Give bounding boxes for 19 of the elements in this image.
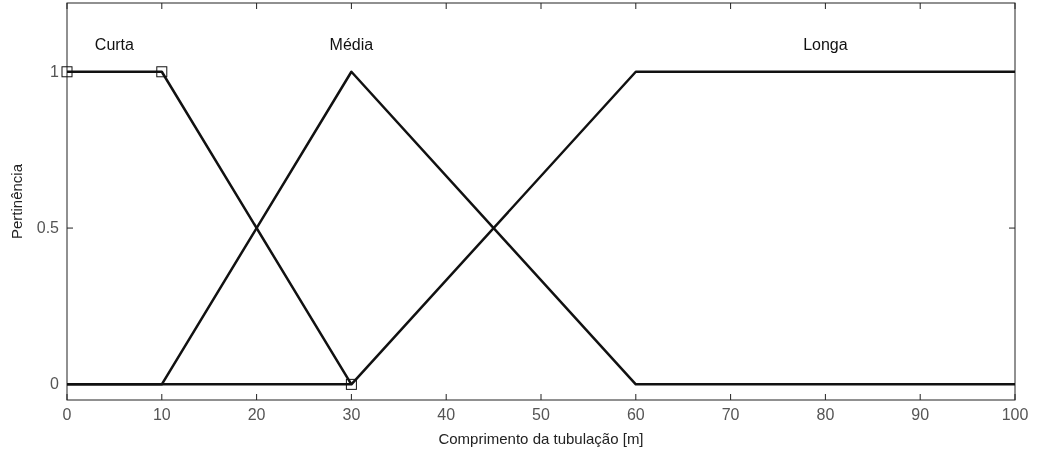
- series-label: Curta: [94, 35, 135, 53]
- x-tick-label: 30: [342, 406, 361, 423]
- y-tick-label: 0.5: [36, 219, 60, 237]
- x-tick-label: 20: [247, 406, 266, 423]
- y-tick-label: 1: [50, 62, 60, 80]
- x-axis-title: Comprimento da tubulação [m]: [438, 430, 644, 447]
- x-tick-label: 40: [437, 406, 456, 423]
- x-tick-label: 100: [1001, 406, 1029, 423]
- x-tick-label: 50: [532, 406, 550, 423]
- x-tick-label: 80: [816, 406, 835, 423]
- x-tick-label: 10: [152, 406, 171, 423]
- series-label: Média: [329, 35, 374, 53]
- y-tick-label: 0: [50, 375, 60, 393]
- x-tick-label: 0: [62, 406, 72, 423]
- series-label: Longa: [803, 35, 848, 53]
- y-axis-title: Pertinência: [8, 163, 25, 240]
- x-tick-label: 90: [911, 406, 930, 423]
- x-tick-label: 60: [626, 406, 645, 423]
- x-tick-label: 70: [721, 406, 740, 423]
